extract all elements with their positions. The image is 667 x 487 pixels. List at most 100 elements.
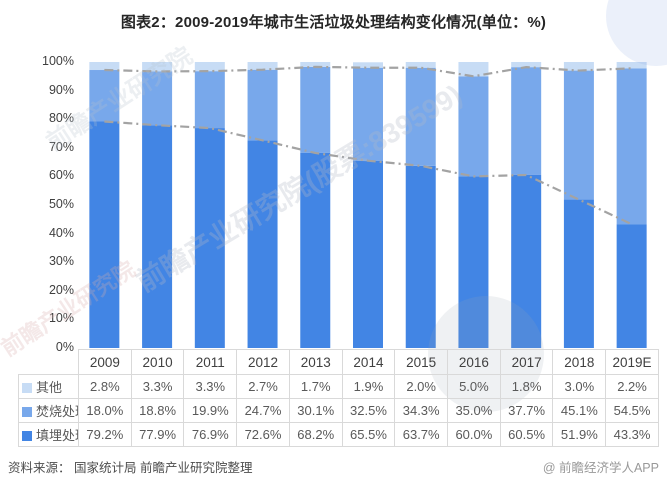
bar-segment-填埋处理 — [194, 128, 225, 348]
legend-cell: 填埋处理 — [18, 422, 79, 447]
bar-segment-焚烧处理 — [458, 76, 489, 177]
bar-segment-填埋处理 — [616, 224, 647, 348]
y-axis-tick-label: 10% — [48, 311, 74, 326]
bar-segment-焚烧处理 — [405, 67, 436, 166]
data-table: 2009 2010 2011 2012 2013 2014 2015 2016 2017 2018… — [18, 349, 659, 447]
bar-segment-其他 — [89, 62, 120, 71]
value-cell: 3.3% — [130, 374, 185, 399]
year-header-cell: 2012 — [236, 349, 290, 375]
y-axis-tick-label: 60% — [48, 168, 74, 183]
value-cell: 79.2% — [78, 422, 132, 447]
bar-segment-焚烧处理 — [247, 69, 278, 141]
value-cell: 51.9% — [552, 422, 607, 447]
y-axis-tick-label: 100% — [42, 54, 74, 68]
value-cell: 37.7% — [499, 398, 554, 423]
bar-segment-焚烧处理 — [353, 67, 383, 161]
y-axis-tick-label: 80% — [48, 111, 74, 126]
value-cell: 2.7% — [236, 374, 290, 399]
trend-line — [104, 120, 633, 226]
bar-segment-焚烧处理 — [563, 70, 594, 200]
value-cell: 63.7% — [394, 422, 449, 447]
bar-segment-其他 — [405, 62, 436, 68]
bar-segment-填埋处理 — [89, 121, 120, 348]
bar-segment-填埋处理 — [300, 152, 331, 348]
value-cell: 24.7% — [236, 398, 290, 423]
bar-segment-其他 — [511, 62, 542, 68]
value-cell: 5.0% — [447, 374, 501, 399]
y-axis-tick-label: 70% — [48, 139, 74, 154]
year-header-cell: 2017 — [499, 349, 554, 375]
legend-cell: 焚烧处理 — [18, 398, 79, 423]
credit-text: @ 前瞻经济学人APP — [542, 461, 659, 475]
value-cell: 65.5% — [341, 422, 396, 447]
bar-segment-填埋处理 — [247, 140, 278, 348]
bar-segment-填埋处理 — [458, 176, 489, 348]
year-header-cell: 2011 — [183, 349, 238, 375]
chart-title: 图表2：2009-2019年城市生活垃圾处理结构变化情况(单位：%) — [120, 14, 547, 31]
bar-segment-其他 — [194, 62, 225, 72]
y-axis-tick-label: 50% — [48, 197, 74, 211]
table-year-row: 2009 2010 2011 2012 2013 2014 2015 2016 2017 2018… — [19, 349, 659, 375]
y-axis-tick-label: 0% — [55, 340, 74, 354]
value-cell: 18.0% — [78, 398, 132, 423]
y-axis-tick-label: 30% — [48, 254, 74, 269]
source-text: 资料来源： 国家统计局 前瞻产业研究院整理 — [8, 461, 253, 475]
year-header-cell: 2019E — [605, 349, 659, 375]
bar-segment-填埋处理 — [142, 125, 173, 349]
bar-segment-焚烧处理 — [89, 70, 120, 122]
value-cell: 60.5% — [499, 422, 554, 447]
y-axis-tick-label: 40% — [48, 225, 74, 240]
value-cell: 72.6% — [236, 422, 290, 447]
year-header-cell: 2014 — [341, 349, 396, 375]
year-header-cell: 2010 — [130, 349, 185, 375]
bar-segment-焚烧处理 — [194, 71, 225, 129]
value-cell: 54.5% — [605, 398, 659, 423]
value-cell: 68.2% — [288, 422, 343, 447]
value-cell: 1.7% — [288, 374, 343, 399]
legend-swatch-icon — [22, 383, 32, 393]
bar-segment-其他 — [142, 62, 173, 72]
stacked-bar-chart — [89, 62, 647, 349]
year-header-cell: 2009 — [78, 349, 132, 375]
value-cell: 18.8% — [130, 398, 185, 423]
value-cell: 76.9% — [183, 422, 238, 447]
value-cell: 35.0% — [447, 398, 501, 423]
watermark-logo-icon — [606, 0, 667, 66]
bar-segment-焚烧处理 — [142, 71, 173, 126]
bar-segment-填埋处理 — [511, 174, 542, 348]
value-cell: 3.0% — [552, 374, 607, 399]
value-cell: 1.8% — [499, 374, 554, 399]
bar-segment-其他 — [616, 62, 647, 69]
value-cell: 19.9% — [183, 398, 238, 423]
year-header-cell: 2016 — [447, 349, 501, 375]
value-cell: 60.0% — [447, 422, 501, 447]
year-header-cell: 2013 — [288, 349, 343, 375]
value-cell: 77.9% — [130, 422, 185, 447]
value-cell: 45.1% — [552, 398, 607, 423]
bar-segment-其他 — [458, 62, 489, 77]
table-row: 填埋处理79.2%77.9%76.9%72.6%68.2%65.5%63.7%6… — [18, 422, 659, 447]
trend-line — [104, 65, 632, 78]
bar-segment-填埋处理 — [353, 160, 383, 348]
bar-segment-其他 — [300, 62, 331, 67]
y-axis-tick-label: 20% — [48, 282, 74, 297]
table-row: 其他 2.8% 3.3% 3.3% 2.7% 1.7% 1.9% 2.0% 5.0% 1.8% 3.… — [18, 374, 659, 399]
value-cell: 2.0% — [394, 374, 449, 399]
table-corner-cell — [19, 350, 79, 375]
bar-segment-焚烧处理 — [511, 67, 542, 175]
bar-segment-填埋处理 — [405, 165, 436, 348]
table-row: 焚烧处理18.0%18.8%19.9%24.7%30.1%32.5%34.3%3… — [18, 398, 659, 423]
value-cell: 2.2% — [605, 374, 659, 399]
bar-segment-焚烧处理 — [300, 66, 331, 153]
value-cell: 30.1% — [288, 398, 343, 423]
bar-segment-焚烧处理 — [616, 68, 647, 225]
year-header-cell: 2018 — [552, 349, 607, 375]
bar-segment-其他 — [247, 62, 278, 70]
value-cell: 43.3% — [605, 422, 659, 447]
bar-segment-其他 — [353, 62, 383, 68]
year-header-cell: 2015 — [394, 349, 449, 375]
bar-segment-其他 — [563, 62, 594, 71]
y-axis-tick-label: 90% — [48, 82, 74, 97]
value-cell: 2.8% — [78, 374, 132, 399]
